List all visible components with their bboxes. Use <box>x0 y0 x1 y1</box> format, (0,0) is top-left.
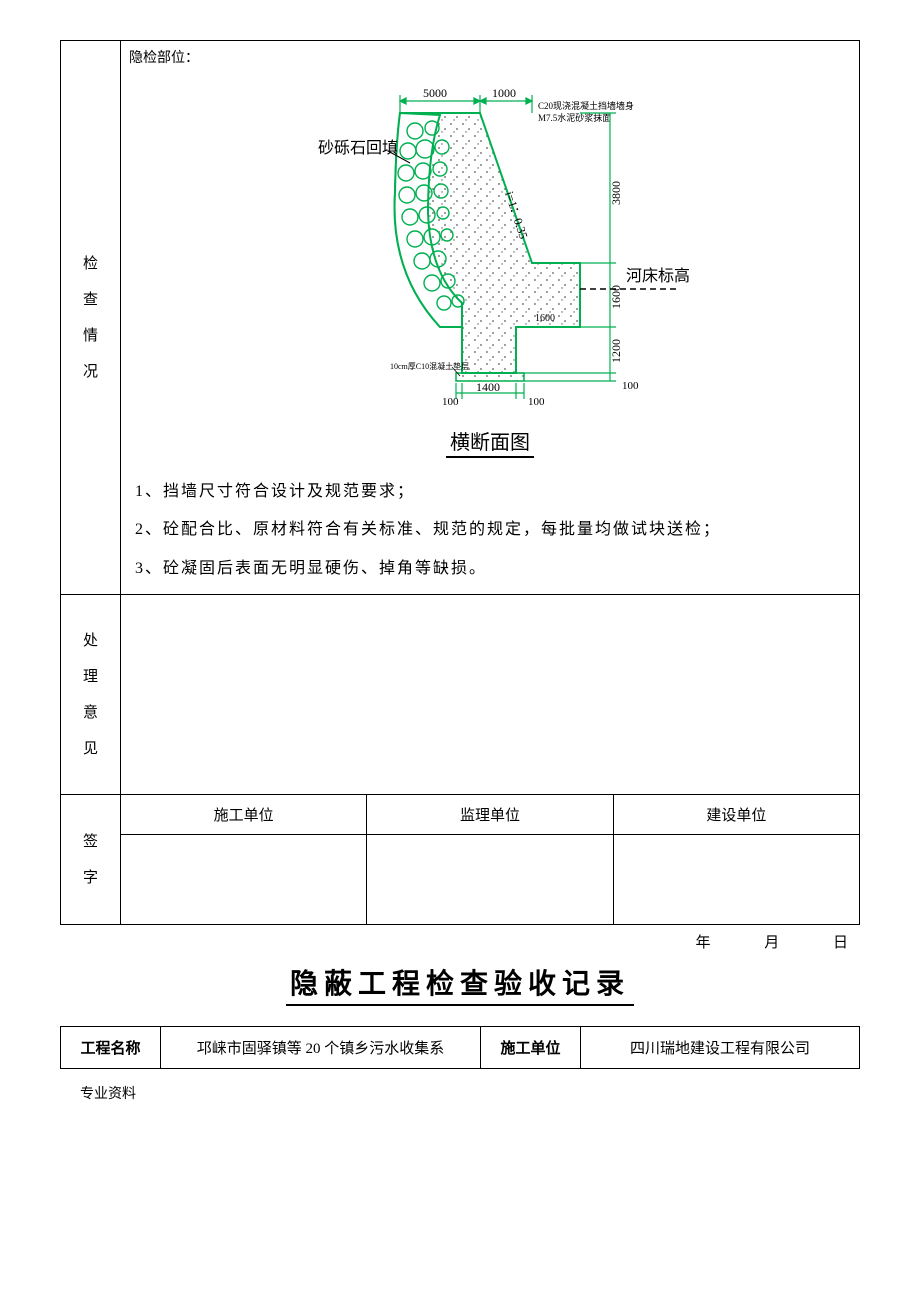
opinion-cell <box>121 595 860 795</box>
dim-1400: 1400 <box>476 380 500 394</box>
dim-3800: 3800 <box>609 181 623 205</box>
footer-note: 专业资料 <box>80 1083 860 1103</box>
dim-100c: 100 <box>528 396 545 408</box>
dim-100b: 100 <box>442 396 459 408</box>
sig-blank-supervision <box>367 835 613 925</box>
inspection-notes: 1、挡墙尺寸符合设计及规范要求； 2、砼配合比、原材料符合有关标准、规范的规定，… <box>129 473 851 588</box>
project-name-value: 邛崃市固驿镇等 20 个镇乡污水收集系 <box>161 1027 481 1069</box>
document-title: 隐蔽工程检查验收记录 <box>60 962 860 1002</box>
inspection-location-label: 隐检部位： <box>129 47 851 67</box>
main-form-table: 检 查 情 况 隐检部位： <box>60 40 860 925</box>
label-wall-body: C20现浇混凝土挡墙墙身 <box>538 100 634 111</box>
sig-col-construction: 施工单位 <box>121 795 367 835</box>
label-backfill: 砂砾石回填 <box>318 139 398 157</box>
construction-unit-label: 施工单位 <box>481 1027 581 1069</box>
signature-side-label: 签 字 <box>61 795 121 925</box>
inspection-content-cell: 隐检部位： <box>121 41 860 595</box>
inspection-side-label: 检 查 情 况 <box>61 41 121 595</box>
project-name-label: 工程名称 <box>61 1027 161 1069</box>
dim-1000: 1000 <box>492 86 516 100</box>
dim-1200: 1200 <box>609 339 623 363</box>
sig-blank-construction <box>121 835 367 925</box>
sig-col-supervision: 监理单位 <box>367 795 613 835</box>
sig-col-owner: 建设单位 <box>613 795 859 835</box>
label-mortar: M7.5水泥砂浆抹面 <box>538 112 611 123</box>
dim-5000: 5000 <box>423 86 447 100</box>
sig-blank-owner <box>613 835 859 925</box>
note-1: 1、挡墙尺寸符合设计及规范要求； <box>135 473 851 511</box>
construction-unit-value: 四川瑞地建设工程有限公司 <box>581 1027 860 1069</box>
dim-100a: 100 <box>622 380 639 392</box>
diagram-title: 横断面图 <box>129 426 851 455</box>
opinion-side-label: 处 理 意 见 <box>61 595 121 795</box>
project-info-table: 工程名称 邛崃市固驿镇等 20 个镇乡污水收集系 施工单位 四川瑞地建设工程有限… <box>60 1026 860 1069</box>
note-3: 3、砼凝固后表面无明显硬伤、掉角等缺损。 <box>135 550 851 588</box>
label-riverbed: 河床标高 <box>626 267 690 285</box>
cross-section-diagram: 5000 1000 C20现浇混凝土挡墙墙身 M7.5水泥砂浆抹面 i=1：0.… <box>129 73 851 418</box>
dim-step: 1600 <box>535 313 555 324</box>
note-2: 2、砼配合比、原材料符合有关标准、规范的规定，每批量均做试块送检； <box>135 511 851 549</box>
date-line: 年 月 日 <box>60 931 850 952</box>
label-cushion: 10cm厚C10混凝土垫层 <box>390 361 469 371</box>
